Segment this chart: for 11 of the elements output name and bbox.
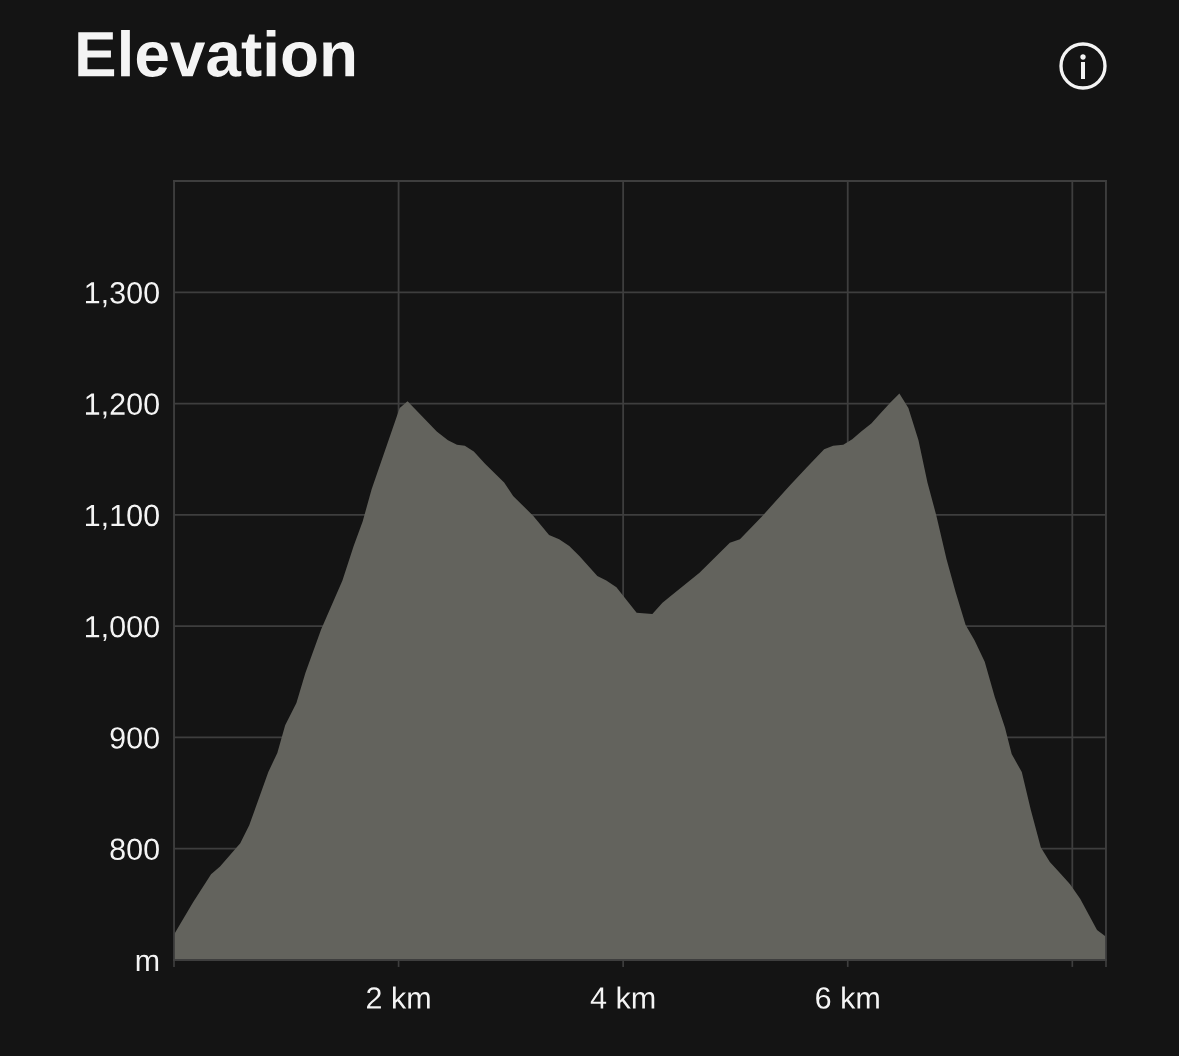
x-tick-label: 4 km	[590, 986, 655, 1009]
y-tick-label: 1,000	[85, 615, 159, 642]
y-tick-label: 900	[110, 727, 159, 749]
x-tick-label: 6 km	[816, 986, 879, 1009]
chart-title: Elevation	[78, 30, 355, 77]
y-tick-label: 1,300	[85, 282, 159, 308]
x-tick-label: 2 km	[367, 986, 430, 1009]
y-tick-label: m	[136, 954, 159, 972]
y-tick-label: 800	[110, 838, 159, 861]
y-tick-label: 1,200	[85, 393, 159, 419]
y-tick-label: 1,100	[85, 504, 159, 530]
